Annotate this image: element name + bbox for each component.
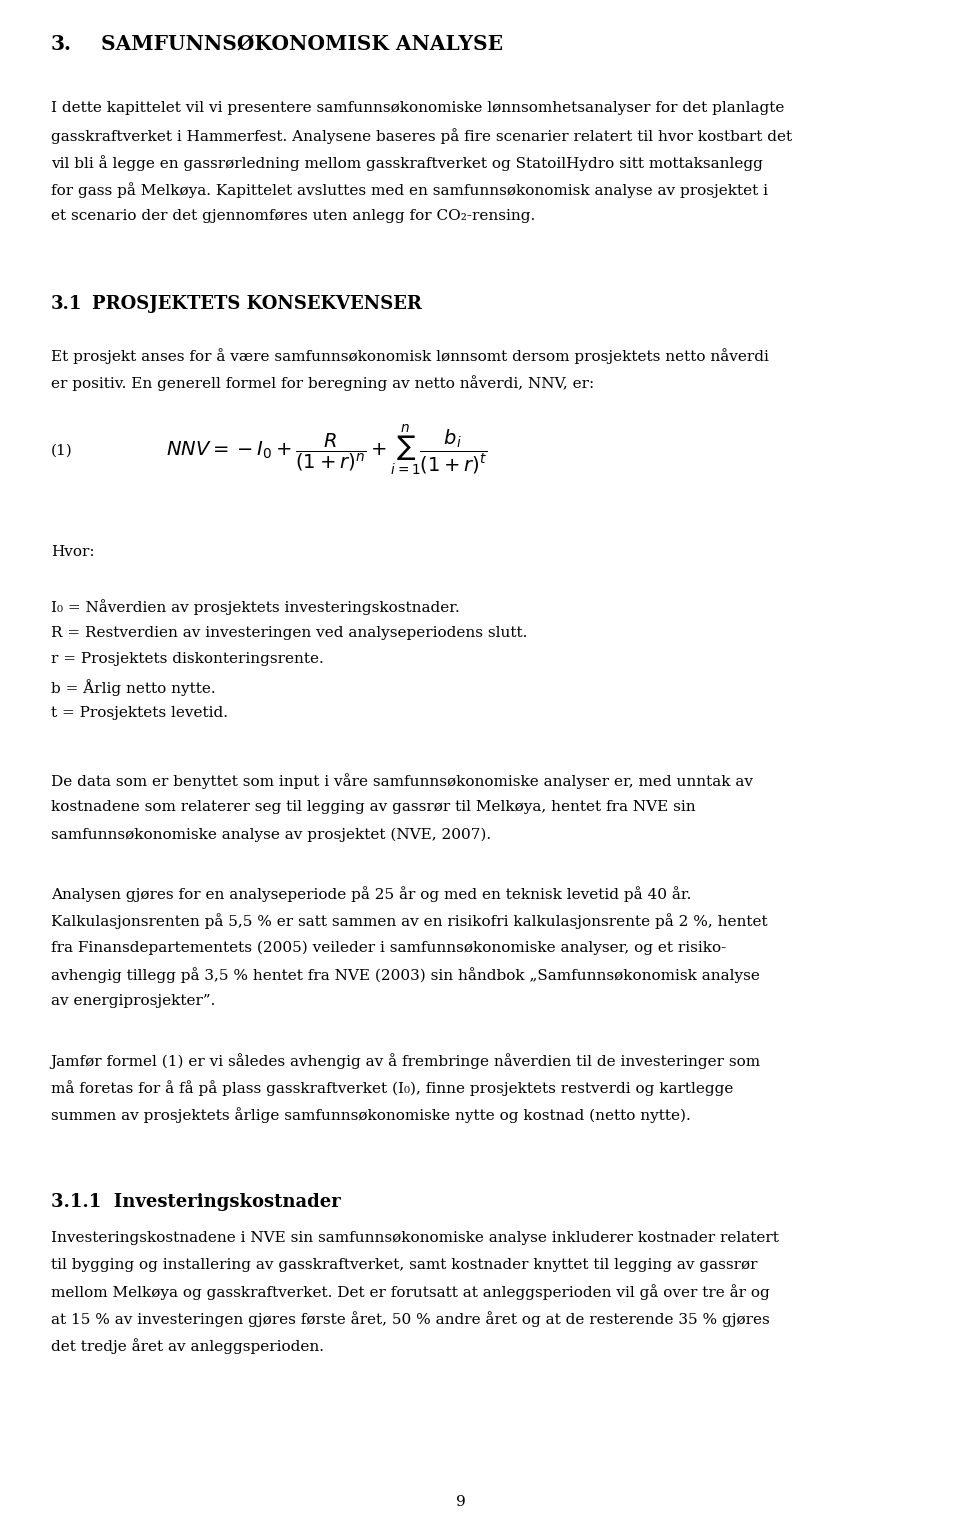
Text: et scenario der det gjennomføres uten anlegg for CO₂-rensing.: et scenario der det gjennomføres uten an… (51, 209, 535, 223)
Text: 3.1.1  Investeringskostnader: 3.1.1 Investeringskostnader (51, 1193, 341, 1211)
Text: 9: 9 (456, 1496, 466, 1509)
Text: mellom Melkøya og gasskraftverket. Det er forutsatt at anleggsperioden vil gå ov: mellom Melkøya og gasskraftverket. Det e… (51, 1285, 770, 1300)
Text: De data som er benyttet som input i våre samfunnsøkonomiske analyser er, med unn: De data som er benyttet som input i våre… (51, 773, 753, 790)
Text: Jamfør formel (1) er vi således avhengig av å frembringe nåverdien til de invest: Jamfør formel (1) er vi således avhengig… (51, 1053, 761, 1070)
Text: er positiv. En generell formel for beregning av netto nåverdi, NNV, er:: er positiv. En generell formel for bereg… (51, 375, 594, 392)
Text: fra Finansdepartementets (2005) veileder i samfunnsøkonomiske analyser, og et ri: fra Finansdepartementets (2005) veileder… (51, 941, 726, 954)
Text: PROSJEKTETS KONSEKVENSER: PROSJEKTETS KONSEKVENSER (92, 295, 422, 312)
Text: 3.: 3. (51, 34, 72, 54)
Text: Investeringskostnadene i NVE sin samfunnsøkonomiske analyse inkluderer kostnader: Investeringskostnadene i NVE sin samfunn… (51, 1231, 779, 1245)
Text: vil bli å legge en gassrørledning mellom gasskraftverket og StatoilHydro sitt mo: vil bli å legge en gassrørledning mellom… (51, 155, 762, 171)
Text: (1): (1) (51, 444, 72, 458)
Text: r = Prosjektets diskonteringsrente.: r = Prosjektets diskonteringsrente. (51, 652, 324, 667)
Text: I dette kapittelet vil vi presentere samfunnsøkonomiske lønnsomhetsanalyser for : I dette kapittelet vil vi presentere sam… (51, 101, 784, 115)
Text: Et prosjekt anses for å være samfunnsøkonomisk lønnsomt dersom prosjektets netto: Et prosjekt anses for å være samfunnsøko… (51, 349, 769, 364)
Text: summen av prosjektets årlige samfunnsøkonomiske nytte og kostnad (netto nytte).: summen av prosjektets årlige samfunnsøko… (51, 1107, 690, 1124)
Text: må foretas for å få på plass gasskraftverket (I₀), finne prosjektets restverdi o: må foretas for å få på plass gasskraftve… (51, 1081, 733, 1096)
Text: 3.1: 3.1 (51, 295, 83, 312)
Text: det tredje året av anleggsperioden.: det tredje året av anleggsperioden. (51, 1339, 324, 1354)
Text: Kalkulasjonsrenten på 5,5 % er satt sammen av en risikofri kalkulasjonsrente på : Kalkulasjonsrenten på 5,5 % er satt samm… (51, 913, 767, 930)
Text: t = Prosjektets levetid.: t = Prosjektets levetid. (51, 705, 228, 721)
Text: b = Årlig netto nytte.: b = Årlig netto nytte. (51, 679, 215, 696)
Text: I₀ = Nåverdien av prosjektets investeringskostnader.: I₀ = Nåverdien av prosjektets investerin… (51, 598, 460, 615)
Text: avhengig tillegg på 3,5 % hentet fra NVE (2003) sin håndbok „Samfunnsøkonomisk a: avhengig tillegg på 3,5 % hentet fra NVE… (51, 967, 759, 984)
Text: at 15 % av investeringen gjøres første året, 50 % andre året og at de resterende: at 15 % av investeringen gjøres første å… (51, 1311, 770, 1328)
Text: samfunnsøkonomiske analyse av prosjektet (NVE, 2007).: samfunnsøkonomiske analyse av prosjektet… (51, 827, 491, 842)
Text: kostnadene som relaterer seg til legging av gassrør til Melkøya, hentet fra NVE : kostnadene som relaterer seg til legging… (51, 801, 695, 815)
Text: $NNV = -I_0 + \dfrac{R}{(1+r)^n} + \sum_{i=1}^{n} \dfrac{b_i}{(1+r)^t}$: $NNV = -I_0 + \dfrac{R}{(1+r)^n} + \sum_… (166, 423, 488, 478)
Text: Hvor:: Hvor: (51, 544, 94, 559)
Text: til bygging og installering av gasskraftverket, samt kostnader knyttet til leggi: til bygging og installering av gasskraft… (51, 1257, 757, 1271)
Text: SAMFUNNSØKONOMISK ANALYSE: SAMFUNNSØKONOMISK ANALYSE (102, 34, 503, 54)
Text: R = Restverdien av investeringen ved analyseperiodens slutt.: R = Restverdien av investeringen ved ana… (51, 626, 527, 639)
Text: gasskraftverket i Hammerfest. Analysene baseres på fire scenarier relatert til h: gasskraftverket i Hammerfest. Analysene … (51, 128, 792, 144)
Text: Analysen gjøres for en analyseperiode på 25 år og med en teknisk levetid på 40 å: Analysen gjøres for en analyseperiode på… (51, 887, 691, 902)
Text: for gass på Melkøya. Kapittelet avsluttes med en samfunnsøkonomisk analyse av pr: for gass på Melkøya. Kapittelet avslutte… (51, 181, 768, 198)
Text: av energiprosjekter”.: av energiprosjekter”. (51, 994, 215, 1008)
